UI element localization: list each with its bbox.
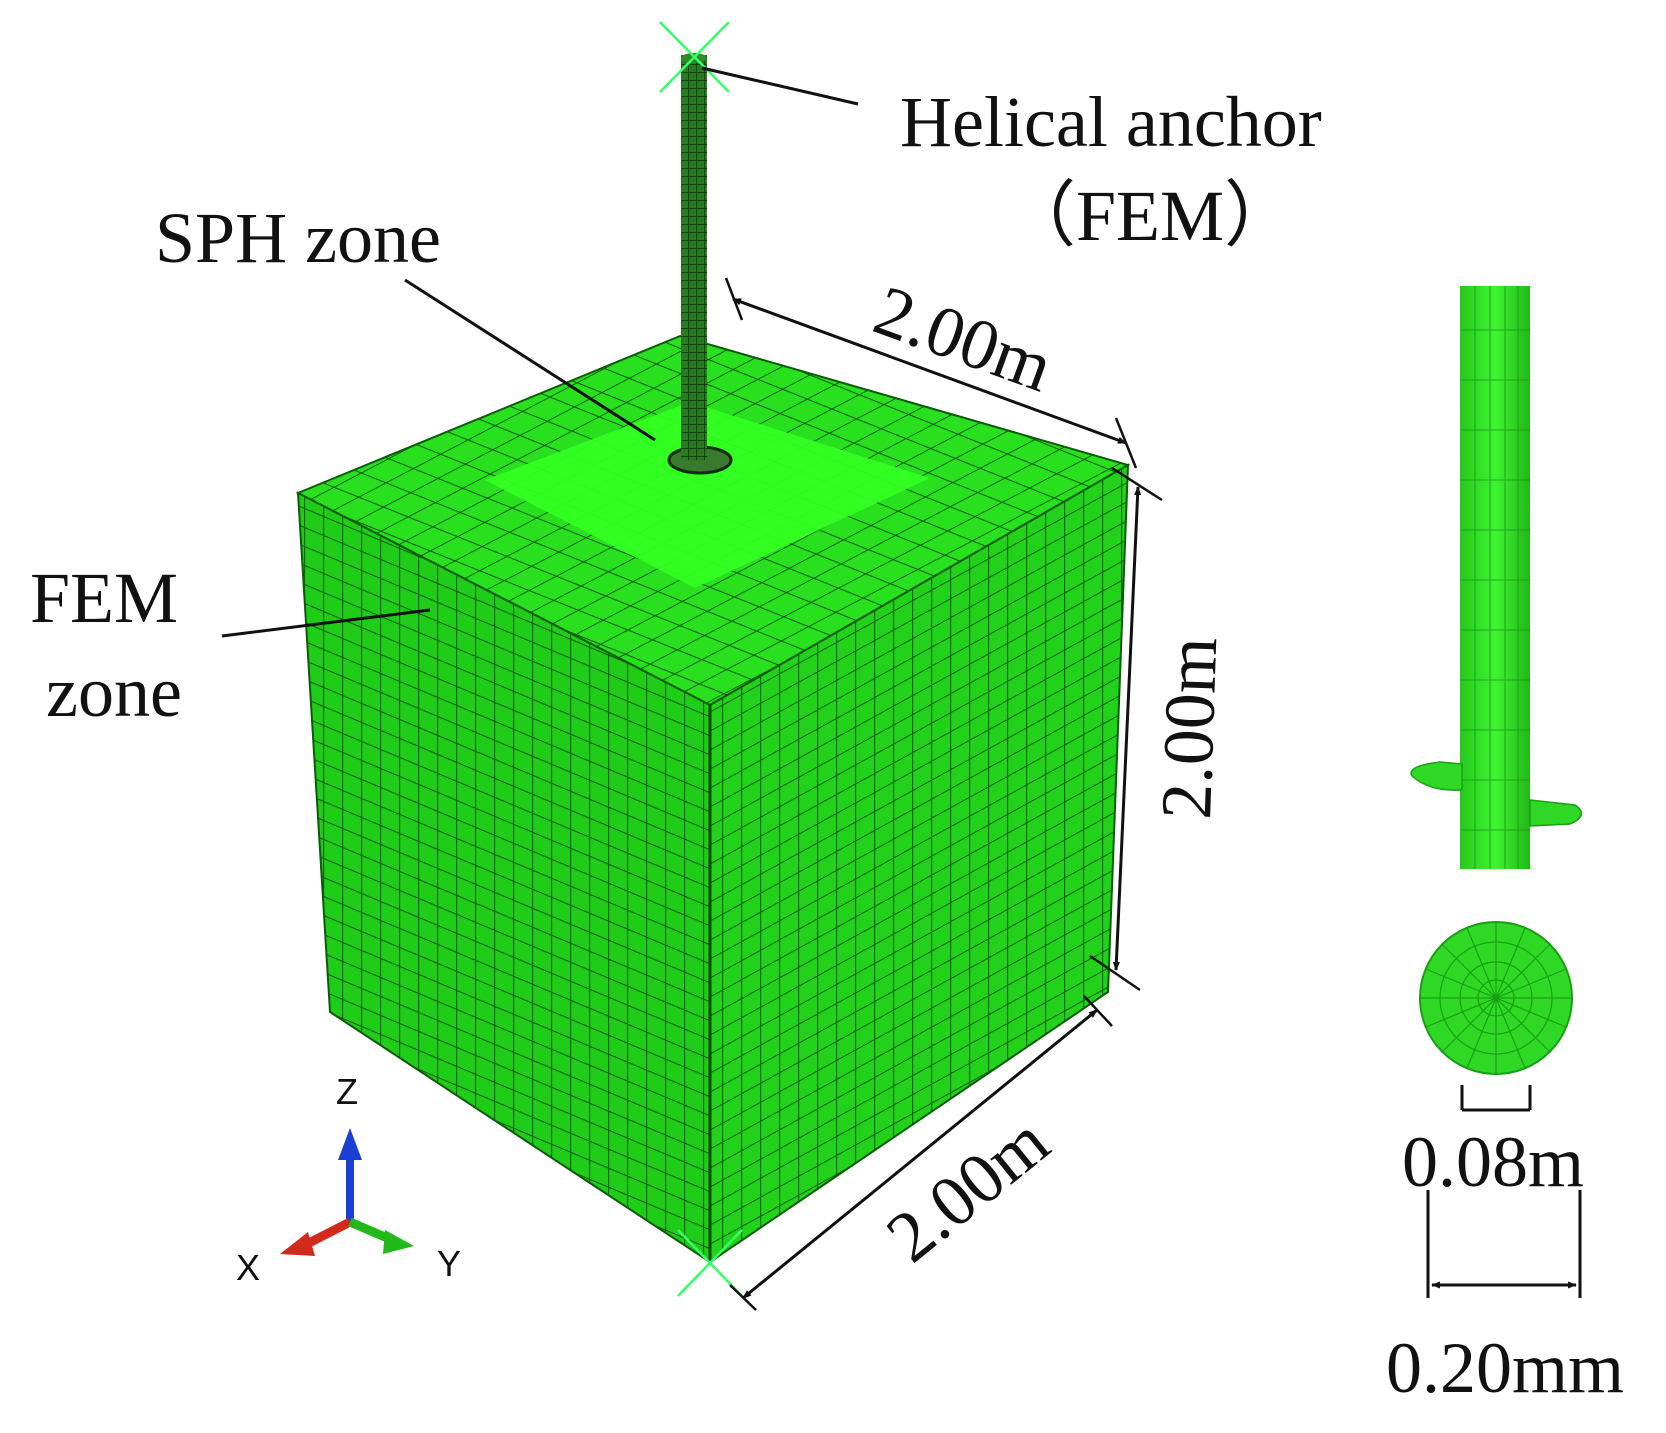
label-fem-zone-line2: zone	[46, 652, 182, 732]
dimension-top-label: 2.00m	[865, 270, 1063, 407]
anchor-side-view	[1410, 286, 1583, 869]
label-sph-zone: SPH zone	[155, 198, 441, 278]
leader-helical-anchor	[701, 66, 859, 106]
label-helical-anchor: Helical anchor	[900, 82, 1322, 162]
anchor-in-soil	[659, 21, 743, 1297]
z-axis-arrow-icon	[338, 1128, 362, 1160]
axis-label-y: Y	[437, 1243, 461, 1284]
anchor-shaft	[681, 55, 707, 460]
dimension-shaft-label: 0.08m	[1402, 1122, 1584, 1202]
anchor-helix-plate	[1410, 761, 1463, 791]
x-axis-arrow-icon	[280, 1232, 315, 1256]
y-axis-arrow-icon	[383, 1230, 414, 1254]
sph-zone-region	[485, 402, 930, 588]
dimension-vertical-edge: 2.00m	[1089, 466, 1232, 992]
shaft-diameter-bracket	[1460, 1085, 1532, 1112]
axis-label-z: Z	[336, 1071, 358, 1112]
axis-label-x: X	[236, 1247, 260, 1288]
anchor-side-shaft	[1460, 286, 1530, 869]
leader-fem-zone	[221, 608, 431, 638]
leader-sph-zone	[404, 278, 656, 442]
label-helical-anchor-fem: （FEM）	[1004, 176, 1296, 256]
dimension-helix-label: 0.20mm	[1386, 1328, 1624, 1408]
dimension-vertical-label: 2.00m	[1146, 636, 1232, 821]
coordinate-triad: Z X Y	[236, 1071, 461, 1288]
anchor-top-view: 0.08m 0.20mm	[1386, 921, 1624, 1408]
label-fem-zone-line1: FEM	[30, 558, 178, 638]
marker-top-icon	[659, 21, 730, 93]
